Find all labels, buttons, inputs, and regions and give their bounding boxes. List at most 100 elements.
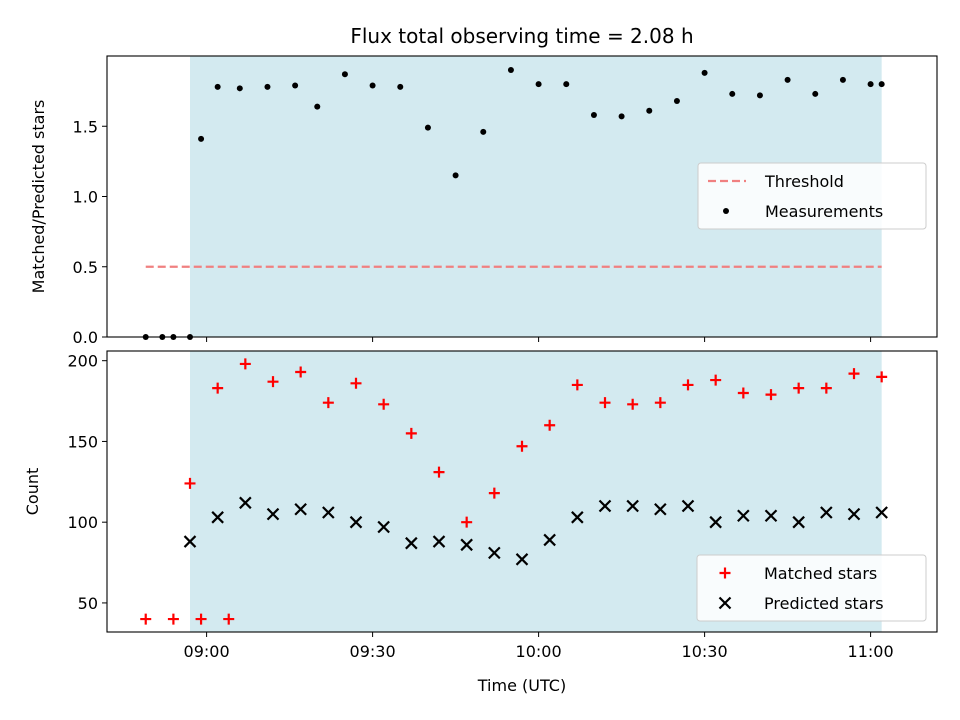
- data-point: [322, 506, 335, 519]
- data-point: [314, 103, 321, 110]
- data-point: [654, 502, 667, 516]
- data-point: [236, 85, 243, 92]
- data-point: [295, 366, 307, 378]
- data-point: [737, 509, 750, 523]
- data-point: [266, 507, 280, 521]
- y-tick-label: 0.0: [73, 328, 98, 347]
- data-point: [626, 499, 639, 513]
- data-point: [793, 382, 805, 394]
- y-tick-label: 100: [67, 513, 98, 532]
- series-predicted-stars: [183, 496, 888, 566]
- data-point: [239, 496, 252, 510]
- data-point: [397, 83, 404, 90]
- data-point: [480, 128, 487, 135]
- data-point: [673, 97, 680, 104]
- data-point: [223, 613, 235, 625]
- x-tick-label: 10:30: [682, 642, 728, 661]
- legend-marker: [723, 208, 729, 214]
- data-point: [405, 427, 417, 439]
- data-point: [184, 477, 196, 489]
- data-point: [867, 81, 874, 88]
- data-point: [212, 382, 224, 394]
- data-point: [349, 515, 363, 529]
- data-point: [709, 515, 722, 529]
- data-point: [378, 398, 390, 410]
- data-point: [195, 613, 207, 625]
- data-point: [544, 419, 556, 431]
- data-point: [598, 499, 612, 513]
- data-point: [488, 546, 501, 560]
- data-point: [140, 613, 152, 625]
- data-point: [183, 535, 197, 548]
- data-point: [198, 135, 205, 142]
- data-point: [515, 553, 529, 566]
- legend-box: [696, 554, 927, 622]
- data-point: [784, 76, 791, 83]
- y-axis-title: Matched/Predicted stars: [29, 100, 48, 294]
- y-tick-label: 200: [67, 352, 98, 371]
- data-point: [433, 466, 445, 478]
- data-point: [488, 487, 500, 499]
- data-point: [167, 613, 179, 625]
- data-point: [590, 112, 597, 119]
- data-point: [681, 499, 695, 513]
- data-point: [267, 376, 279, 388]
- data-point: [461, 516, 473, 528]
- data-point: [292, 82, 299, 89]
- data-point: [847, 507, 861, 521]
- chart-title: Flux total observing time = 2.08 h: [350, 24, 693, 48]
- x-axis-title: Time (UTC): [477, 676, 566, 695]
- data-point: [211, 511, 224, 524]
- data-point: [322, 397, 334, 409]
- data-point: [764, 509, 778, 523]
- data-point: [264, 83, 271, 90]
- data-point: [350, 377, 362, 389]
- data-point: [765, 389, 777, 401]
- panel-counts: 50 100 150 200 09:00 09:30 10:00 10:30 11:00 Coun…: [23, 350, 938, 661]
- data-point: [452, 172, 459, 179]
- data-point: [294, 502, 307, 516]
- data-point: [820, 382, 832, 394]
- data-point: [543, 533, 556, 547]
- x-tick-label: 09:30: [350, 642, 396, 661]
- data-point: [820, 506, 833, 519]
- data-point: [563, 81, 570, 88]
- panel-ratio: 0.0 0.5 1.0 1.5 Matched/Predicted stars Thres…: [29, 55, 938, 347]
- data-point: [599, 397, 611, 409]
- data-point: [654, 397, 666, 409]
- legend-marker: [719, 567, 731, 579]
- data-point: [405, 536, 418, 550]
- series-matched-stars: [140, 358, 888, 625]
- data-point: [682, 379, 694, 391]
- y-tick-label: 1.0: [73, 188, 98, 207]
- data-point: [812, 90, 819, 97]
- x-tick-label: 09:00: [184, 642, 230, 661]
- legend-label: Matched stars: [764, 564, 877, 583]
- data-point: [424, 124, 431, 131]
- y-tick-label: 50: [78, 594, 98, 613]
- x-tick-label: 10:00: [516, 642, 562, 661]
- data-point: [627, 398, 639, 410]
- legend: Threshold Measurements: [697, 162, 927, 230]
- data-point: [516, 440, 528, 452]
- data-point: [571, 379, 583, 391]
- data-point: [214, 83, 221, 90]
- data-point: [535, 81, 542, 88]
- data-point: [737, 387, 749, 399]
- legend-label: Measurements: [765, 202, 883, 221]
- data-point: [646, 107, 653, 114]
- data-point: [369, 82, 376, 89]
- data-point: [618, 113, 625, 120]
- data-point: [460, 538, 473, 552]
- series-measurements: [142, 67, 885, 340]
- data-point: [701, 69, 708, 76]
- legend: Matched stars Predicted stars: [696, 554, 927, 622]
- data-point: [848, 368, 860, 380]
- data-point: [571, 511, 584, 524]
- data-point: [876, 371, 888, 383]
- data-point: [710, 374, 722, 386]
- axes-frame: [106, 350, 938, 633]
- x-tick-label: 11:00: [848, 642, 894, 661]
- data-point: [792, 515, 805, 529]
- data-point: [878, 81, 885, 88]
